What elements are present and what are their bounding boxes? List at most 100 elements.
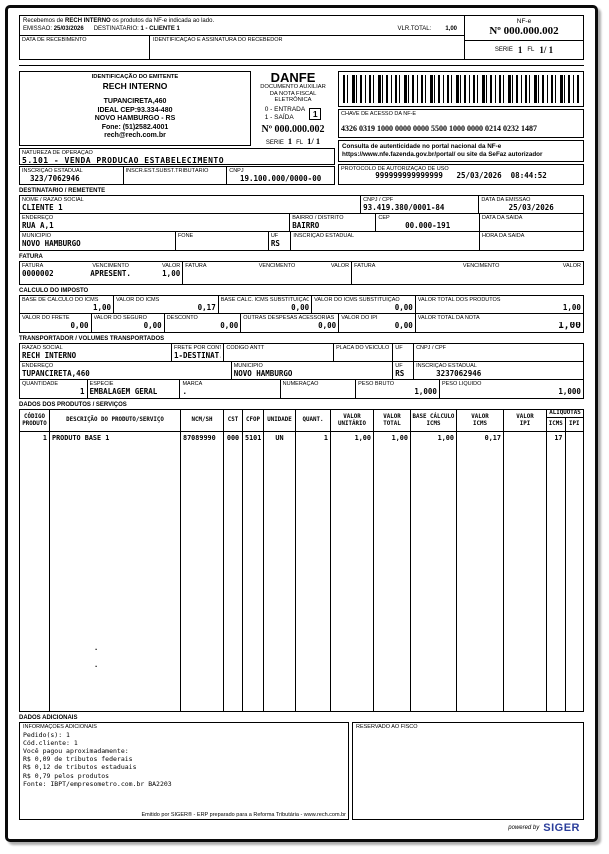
campo-valor: 1,00 <box>162 269 181 278</box>
recibo-canhoto: Recebemos de RECH INTERNO os produtos da… <box>19 15 584 60</box>
celula-ncm: 87089990 <box>181 432 224 711</box>
serie-label: SERIE <box>494 47 513 53</box>
linha-inscricoes: INSCRIÇÃO ESTADUAL 323/7062946 INSCR.EST… <box>19 166 335 185</box>
campo-label: ESPÉCIE <box>89 381 114 387</box>
campo-label: MARCA <box>182 381 203 387</box>
campo-cnpj-cpf: CNPJ / CPF 93.419.380/0001-84 <box>361 196 480 213</box>
rodape: powered by SIGER <box>19 820 584 835</box>
cabecalho-topo: IDENTIFICAÇÃO DO EMITENTE RECH INTERNO T… <box>19 71 335 146</box>
serie-label: SERIE <box>265 139 284 146</box>
campo-valor: 999999999999999 25/03/2026 08:44:52 <box>375 172 547 180</box>
campo-desconto: DESCONTO 0,00 <box>165 314 242 332</box>
info-linha: Pedido(s): 1 <box>23 730 70 739</box>
celula-valor: 1 <box>323 434 328 442</box>
campo-valor-fatura: VALOR <box>527 263 581 283</box>
campo-fone: FONE <box>176 232 269 250</box>
folha-valor: 1/ 1 <box>539 45 554 55</box>
coluna-label: UNITÁRIO <box>338 420 366 427</box>
campo-label: CHAVE DE ACESSO DA NF-E <box>341 111 417 117</box>
campo-bairro: BAIRRO / DISTRITO BAIRRO <box>290 214 377 231</box>
campo-label: DATA DE RECEBIMENTO <box>22 37 87 43</box>
coluna-label: ICMS <box>547 417 566 431</box>
campo-placa-veiculo: PLACA DO VEÍCULO <box>334 344 394 361</box>
campo-label: ENDEREÇO <box>22 363 54 369</box>
campo-valor: 5.101 - VENDA PRODUCAO ESTABELECIMENTO <box>22 156 225 165</box>
campo-label: VENCIMENTO <box>92 263 129 269</box>
linha: VALOR DO FRETE 0,00 VALOR DO SEGURO 0,00… <box>20 314 583 332</box>
danfe-titulo: DANFE <box>270 71 316 85</box>
campo-label: NUMERAÇÃO <box>282 381 319 387</box>
serie-valor: 1 <box>287 135 293 146</box>
campo-valor: 0,00 <box>291 303 310 312</box>
danfe-sheet: Recebemos de RECH INTERNO os produtos da… <box>8 8 595 839</box>
info-linha: R$ 0,09 de tributos federais <box>23 755 133 764</box>
campo-uf: UF RS <box>393 362 415 379</box>
celula-valor: 1 <box>42 434 47 442</box>
tabela-produtos-cabecalho: CÓDIGO PRODUTO DESCRIÇÃO DO PRODUTO/SERV… <box>20 410 583 432</box>
campo-valor: 0,00 <box>318 321 337 330</box>
linha: NOME / RAZÃO SOCIAL CLIENTE 1 CNPJ / CPF… <box>20 196 583 214</box>
coluna-label: TOTAL <box>383 420 401 427</box>
celula-valor: 0,17 <box>484 434 501 442</box>
consulta-linha1: Consulta de autenticidade no portal naci… <box>342 142 502 150</box>
campo-label: CNPJ / CPF <box>363 197 394 203</box>
campo-data-emissao: DATA DA EMISSÃO 25/03/2026 <box>479 196 583 213</box>
coluna-quantidade: QUANT. <box>296 410 331 431</box>
campo-valor: 0,00 <box>394 303 413 312</box>
coluna-valor-total: VALOR TOTAL <box>374 410 411 431</box>
campo-valor: 1,00 <box>562 303 581 312</box>
coluna-label: UNIDADE <box>267 417 292 424</box>
celula-valor: 87089990 <box>183 434 216 442</box>
emitente-rua: TUPANCIRETA,460 <box>103 98 167 105</box>
cabecalho-esquerda: IDENTIFICAÇÃO DO EMITENTE RECH INTERNO T… <box>19 71 335 185</box>
campo-valor-total-produtos: VALOR TOTAL DOS PRODUTOS 1,00 <box>416 296 583 313</box>
campo-label: VALOR <box>562 263 581 269</box>
campo-label: BASE CALC. ICMS SUBSTITUIÇÃO <box>220 297 310 303</box>
destinatario-valor: 1 - CLIENTE 1 <box>140 26 180 32</box>
campo-valor: BAIRRO <box>292 221 320 230</box>
celula-valor: 1,00 <box>354 434 371 442</box>
coluna-label: ALÍQUOTAS <box>547 410 583 418</box>
coluna-ncm: NCM/SH <box>181 410 224 431</box>
campo-label: VALOR <box>330 263 350 269</box>
campo-label: FATURA <box>22 263 44 269</box>
secao-fatura-titulo: FATURA <box>19 254 43 260</box>
coluna-label: CÓDIGO <box>24 414 45 420</box>
campo-valor: 3237062946 <box>436 369 482 378</box>
danfe-serie-folha: SERIE 1 FL 1/ 1 <box>252 136 334 146</box>
fatura-parcela: FATURA 0000002 VENCIMENTO APRESENT. VALO… <box>20 262 184 284</box>
campo-frete-por-conta: FRETE POR CONTA 1-DESTINAT. <box>172 344 225 361</box>
coluna-codigo: CÓDIGO PRODUTO <box>20 410 50 431</box>
campo-vencimento: VENCIMENTO <box>244 263 310 283</box>
powered-by-label: powered by <box>508 824 540 831</box>
consulta-linha2: https://www.nfe.fazenda.gov.br/portal/ o… <box>342 150 543 158</box>
danfe-entrada-saida: 0 - ENTRADA 1 - SAÍDA 1 <box>252 106 334 122</box>
celula-cst: 000 <box>224 432 243 711</box>
cabecalho-direita: CHAVE DE ACESSO DA NF-E 4326 0319 1000 0… <box>338 71 584 185</box>
secao-produtos-titulo: DADOS DOS PRODUTOS / SERVIÇOS <box>19 402 127 408</box>
campo-municipio: MUNICÍPIO NOVO HAMBURGO <box>20 232 176 250</box>
danfe-subtitulo3: ELETRÔNICA <box>274 97 312 103</box>
campo-codigo-antt: CÓDIGO ANTT <box>224 344 335 361</box>
coluna-aliquotas: ALÍQUOTAS ICMS IPI <box>547 410 583 431</box>
folha-label: FL <box>296 139 304 146</box>
campo-label: VALOR TOTAL DA NOTA <box>417 315 480 321</box>
danfe-saida: 1 - SAÍDA <box>264 113 294 121</box>
celula-valor: 1,00 <box>437 434 454 442</box>
campo-label: NOME / RAZÃO SOCIAL <box>22 197 84 203</box>
campo-municipio: MUNICÍPIO NOVO HAMBURGO <box>232 362 394 379</box>
coluna-label: QUANT. <box>302 417 324 424</box>
coluna-base-calculo-icms: BASE CÁLCULO ICMS <box>411 410 457 431</box>
campo-valor: 323/7062946 <box>30 174 80 183</box>
secao-destinatario: NOME / RAZÃO SOCIAL CLIENTE 1 CNPJ / CPF… <box>19 195 584 251</box>
campo-label: MUNICÍPIO <box>22 233 52 239</box>
secao-adicionais-titulo: DADOS ADICIONAIS <box>19 715 78 721</box>
campo-label: FATURA <box>185 263 207 269</box>
campo-valor: RECH INTERNO <box>22 351 77 360</box>
celula-unidade: UN <box>264 432 296 711</box>
cabecalho: IDENTIFICAÇÃO DO EMITENTE RECH INTERNO T… <box>19 71 584 185</box>
celula-valor: 17 <box>554 434 563 442</box>
reservado-fisco-box: RESERVADO AO FISCO <box>352 722 584 820</box>
campo-valor: 0,00 <box>70 321 89 330</box>
campo-quantidade: QUANTIDADE 1 <box>20 380 88 398</box>
